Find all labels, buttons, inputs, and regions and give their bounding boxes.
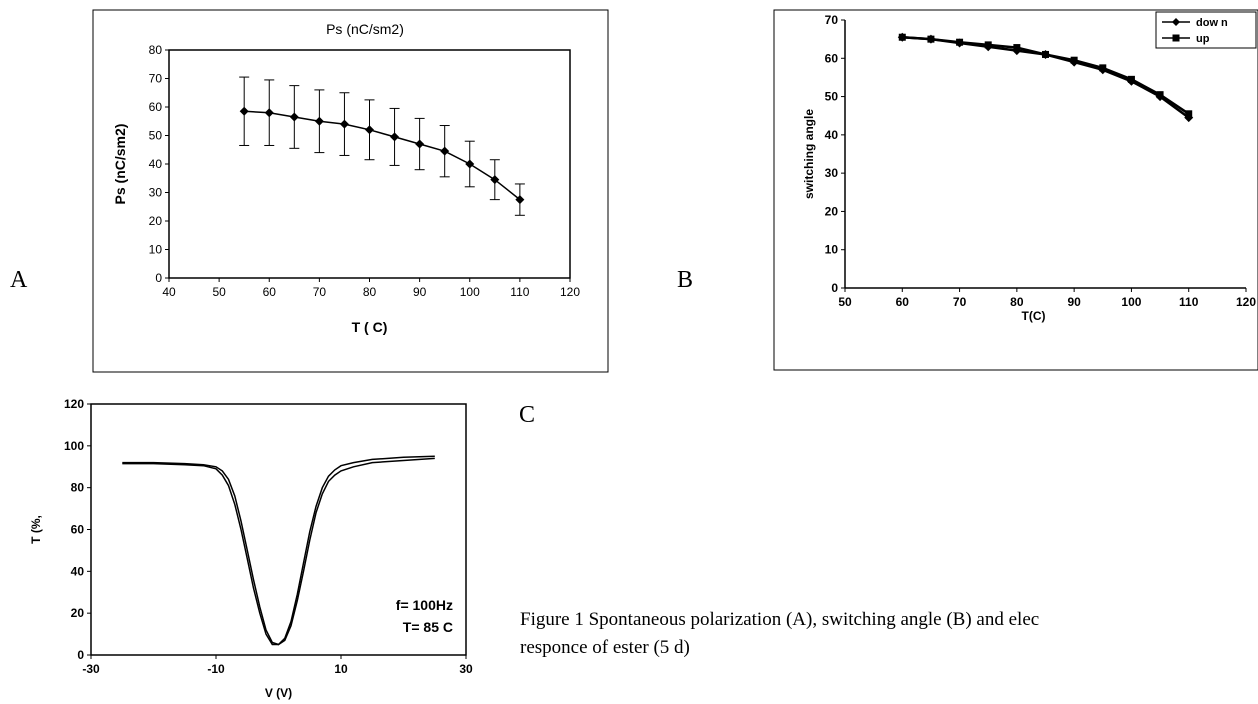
chart-b-x-tick-label: 110 [1179, 295, 1199, 309]
chart-a-x-tick-label: 50 [212, 285, 226, 299]
figure-caption: Figure 1 Spontaneous polarization (A), s… [520, 606, 1258, 662]
chart-b-y-tick-label: 70 [825, 13, 839, 27]
chart-b-y-tick-label: 20 [825, 204, 839, 218]
chart-a-x-tick-label: 80 [363, 285, 377, 299]
chart-a-y-tick-label: 10 [149, 243, 163, 257]
chart-a-y-tick-label: 40 [149, 157, 163, 171]
chart-c-y-tick-label: 80 [71, 481, 85, 495]
chart-c-plot-area [90, 403, 467, 656]
panel-label-a: A [10, 267, 28, 293]
chart-c-x-label: V (V) [265, 686, 292, 700]
chart-a-point [390, 132, 400, 142]
chart-a-y-tick-label: 0 [155, 271, 162, 285]
chart-a-point [365, 125, 374, 135]
chart-a-point [465, 159, 475, 169]
chart-a-y-tick-label: 50 [149, 129, 163, 143]
chart-b-x-tick-label: 50 [838, 295, 852, 309]
chart-b-frame [773, 9, 1258, 371]
chart-b-y-tick-label: 0 [831, 281, 838, 295]
chart-b-x-tick-label: 60 [896, 295, 910, 309]
chart-a-x-tick-label: 110 [510, 285, 529, 299]
chart-a-point [289, 112, 299, 122]
chart-b-point [1099, 64, 1107, 72]
chart-b-legend-label: up [1196, 33, 1210, 45]
chart-c-x-tick-label: -10 [207, 662, 225, 676]
chart-b-point [898, 33, 906, 41]
chart-a-point [339, 119, 349, 129]
chart-a-x-tick-label: 60 [263, 285, 277, 299]
chart-c-x-tick-label: 10 [334, 662, 348, 676]
chart-a-y-tick-label: 30 [149, 186, 163, 200]
chart-b-legend-marker [1172, 18, 1180, 26]
chart-a-y-tick-label: 80 [149, 43, 163, 57]
chart-b-x-tick-label: 80 [1010, 295, 1024, 309]
chart-b-legend [1155, 11, 1257, 49]
chart-c-y-tick-label: 120 [64, 397, 84, 411]
chart-b-y-tick-label: 10 [825, 243, 839, 257]
chart-c-series-line [122, 455, 435, 646]
chart-a-frame [92, 9, 609, 373]
chart-b-point [1070, 56, 1078, 64]
chart-b-point [1042, 50, 1049, 58]
chart-a-point [415, 139, 425, 149]
chart-b-point [927, 35, 935, 43]
chart-a-series-line [244, 110, 521, 201]
panel-label-b: B [677, 267, 694, 293]
chart-a-x-tick-label: 120 [560, 285, 580, 299]
chart-a-x-tick-label: 40 [162, 285, 176, 299]
chart-b-y-tick-label: 40 [825, 128, 839, 142]
chart-c-series-line [122, 457, 435, 646]
chart-a-y-tick-label: 70 [149, 72, 163, 86]
chart-a-x-tick-label: 90 [413, 285, 427, 299]
chart-a-point [264, 108, 274, 118]
chart-b-x-tick-label: 120 [1236, 295, 1256, 309]
chart-a-x-tick-label: 70 [313, 285, 327, 299]
chart-b-y-tick-label: 50 [825, 90, 839, 104]
chart-a-point [314, 116, 324, 126]
chart-b-x-tick-label: 100 [1121, 295, 1141, 309]
chart-b-point [984, 41, 992, 49]
chart-a-y-label: Ps (nC/sm2) [112, 124, 128, 205]
chart-b-x-label: T(C) [1022, 309, 1046, 323]
chart-c-y-tick-label: 40 [71, 564, 85, 578]
chart-c-y-tick-label: 60 [71, 523, 85, 537]
chart-a-point [490, 175, 500, 185]
chart-b-x-tick-label: 70 [953, 295, 967, 309]
chart-b-x-tick-label: 90 [1067, 295, 1081, 309]
chart-b-legend-marker [1172, 34, 1180, 42]
chart-c-y-tick-label: 0 [77, 648, 84, 662]
chart-c-y-tick-label: 20 [71, 606, 85, 620]
chart-b-y-tick-label: 30 [825, 166, 839, 180]
chart-c-annotation: T= 85 C [403, 619, 453, 635]
chart-a-y-tick-label: 20 [149, 214, 163, 228]
caption-line-2: responce of ester (5 d) [520, 637, 690, 658]
chart-c-x-tick-label: -30 [82, 662, 100, 676]
chart-b-point [1127, 75, 1135, 83]
chart-a-y-tick-label: 60 [149, 100, 163, 114]
chart-b-legend-label: dow n [1196, 17, 1228, 29]
chart-b-point [1013, 44, 1021, 52]
chart-b-y-tick-label: 60 [825, 51, 839, 65]
chart-c-x-tick-label: 30 [459, 662, 473, 676]
chart-c-annotation: f= 100Hz [396, 597, 453, 613]
chart-b-y-label: switching angle [802, 109, 816, 199]
chart-a-point [515, 195, 525, 205]
chart-a-point [440, 146, 450, 156]
caption-line-1: Figure 1 Spontaneous polarization (A), s… [520, 609, 1040, 630]
chart-b-point [956, 38, 964, 46]
chart-a-title: Ps (nC/sm2) [326, 21, 404, 37]
chart-b-point [1156, 91, 1164, 99]
chart-b-point [1185, 110, 1193, 118]
chart-a-x-tick-label: 100 [460, 285, 480, 299]
chart-c-y-label: T (%, [29, 515, 43, 544]
chart-a-x-label: T ( C) [352, 319, 388, 335]
chart-a-point [239, 106, 249, 116]
panel-label-c: C [519, 402, 536, 428]
chart-c-y-tick-label: 100 [64, 439, 84, 453]
